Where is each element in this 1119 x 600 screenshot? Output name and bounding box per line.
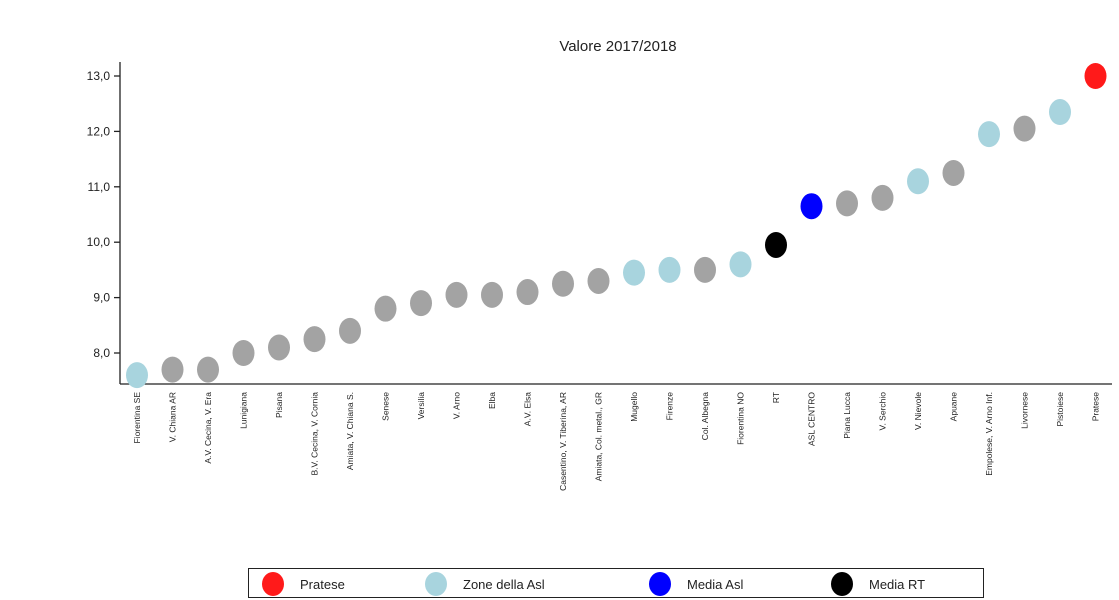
data-point	[445, 281, 468, 308]
x-tick-label: V. Arno	[452, 392, 462, 419]
x-tick-label: Col. Albegna	[700, 392, 710, 440]
y-tick-label: 12,0	[87, 124, 111, 138]
data-point	[836, 190, 858, 217]
data-point	[232, 340, 255, 366]
chart-title: Valore 2017/2018	[559, 38, 676, 55]
data-points	[126, 63, 1107, 389]
data-point	[268, 334, 290, 361]
data-point	[410, 290, 432, 317]
x-tick-label: RT	[771, 392, 781, 403]
x-tick-label: Empolese, V. Arno Inf.	[984, 392, 994, 476]
x-tick-label: V. Serchio	[878, 392, 888, 431]
x-tick-label: Mugello	[629, 392, 639, 422]
x-tick-label: Pratese	[1091, 392, 1101, 422]
data-point	[694, 256, 716, 283]
x-axis-ticks: Fiorentina SE V. Chiana AR A.V. Cecina, V.…	[132, 392, 1101, 491]
legend-swatch-media-asl	[649, 572, 671, 596]
data-point	[1084, 63, 1107, 89]
x-tick-label: ASL CENTRO	[807, 392, 817, 446]
y-tick-label: 10,0	[87, 235, 111, 249]
legend-item-media-asl: Media Asl	[649, 572, 743, 596]
data-point	[729, 251, 752, 278]
x-tick-label: Versilia	[416, 392, 426, 420]
data-point	[978, 121, 1000, 148]
legend-label: Media RT	[869, 576, 926, 592]
x-tick-label: Firenze	[665, 392, 675, 421]
y-tick-label: 13,0	[87, 69, 111, 83]
legend-label: Media Asl	[687, 576, 744, 592]
data-point	[587, 267, 610, 294]
x-tick-label: A.V. Cecina, V. Era	[203, 392, 213, 464]
x-tick-label: Piana Lucca	[842, 392, 852, 439]
data-point	[374, 295, 397, 322]
x-tick-label: Fiorentina SE	[132, 392, 142, 444]
x-tick-label: Lunigiana	[239, 392, 249, 429]
legend-swatch-media-rt	[831, 572, 853, 596]
x-tick-label: Elba	[487, 392, 497, 409]
x-tick-label: Senese	[381, 392, 391, 421]
x-tick-label: V. Nievole	[913, 392, 923, 430]
legend-swatch-pratese	[262, 572, 284, 596]
y-axis-ticks: 8,0 9,0 10,0 11,0 12,0 13,0	[87, 69, 120, 360]
data-point	[126, 362, 148, 389]
x-tick-label: A.V. Elsa	[523, 392, 533, 426]
x-tick-label: Amiata, Col. metal., GR	[594, 392, 604, 481]
y-tick-label: 11,0	[88, 180, 111, 194]
legend-item-zone: Zone della Asl	[425, 572, 545, 596]
x-tick-label: Apuane	[949, 392, 959, 422]
data-point	[942, 159, 965, 186]
data-point	[1049, 99, 1071, 126]
x-tick-label: Pisana	[274, 392, 284, 418]
legend-item-media-rt: Media RT	[831, 572, 925, 596]
legend-item-pratese: Pratese	[262, 572, 345, 596]
data-point	[552, 270, 574, 297]
x-tick-label: V. Chiana AR	[168, 392, 178, 442]
y-tick-label: 8,0	[93, 346, 110, 360]
data-point	[339, 317, 361, 344]
legend-label: Pratese	[300, 576, 345, 592]
x-tick-label: Casentino, V. Tiberina, AR	[558, 392, 568, 491]
legend-label: Zone della Asl	[463, 576, 545, 592]
data-point	[800, 193, 823, 220]
data-point	[161, 356, 184, 383]
x-tick-label: Fiorentina NO	[736, 392, 746, 445]
data-point	[623, 259, 645, 286]
x-tick-label: Livornese	[1020, 392, 1030, 429]
x-tick-label: Pistoiese	[1055, 392, 1065, 427]
y-tick-label: 9,0	[93, 291, 110, 305]
scatter-chart: Valore 2017/2018 8,09,010,011,012,013,0 …	[87, 38, 1112, 491]
data-point	[871, 184, 894, 211]
x-tick-label: B.V. Cecina, V. Cornia	[310, 392, 320, 476]
data-point	[1013, 115, 1036, 142]
data-point	[481, 281, 503, 308]
data-point	[765, 231, 787, 258]
legend-swatch-zone	[425, 572, 447, 596]
x-tick-label: Amiata, V. Chiana S.	[345, 392, 355, 470]
legend: Pratese Zone della Asl Media Asl Media R…	[248, 568, 984, 598]
data-point	[197, 356, 219, 383]
data-point	[303, 326, 326, 353]
data-point	[907, 168, 929, 195]
data-point	[516, 279, 539, 306]
data-point	[658, 256, 681, 283]
